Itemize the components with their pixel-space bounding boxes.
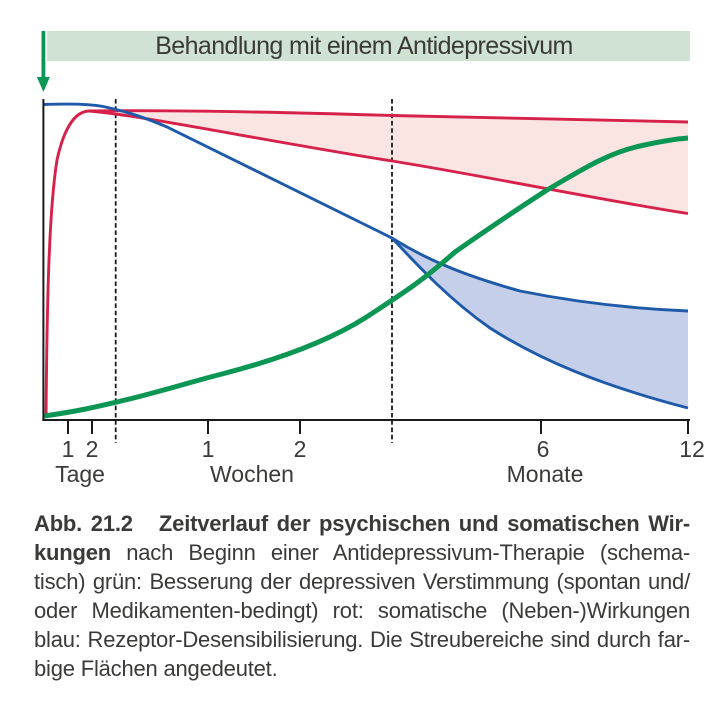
svg-text:Monate: Monate: [507, 461, 584, 487]
svg-text:Behandlung mit einem Antidepre: Behandlung mit einem Antidepressivum: [155, 32, 573, 60]
svg-text:6: 6: [537, 436, 550, 462]
svg-text:12: 12: [679, 436, 705, 462]
svg-text:1: 1: [62, 436, 75, 462]
svg-text:2: 2: [294, 436, 307, 462]
svg-text:2: 2: [86, 436, 99, 462]
svg-text:1: 1: [202, 436, 215, 462]
svg-text:Tage: Tage: [55, 461, 105, 487]
svg-text:Wochen: Wochen: [210, 461, 294, 487]
